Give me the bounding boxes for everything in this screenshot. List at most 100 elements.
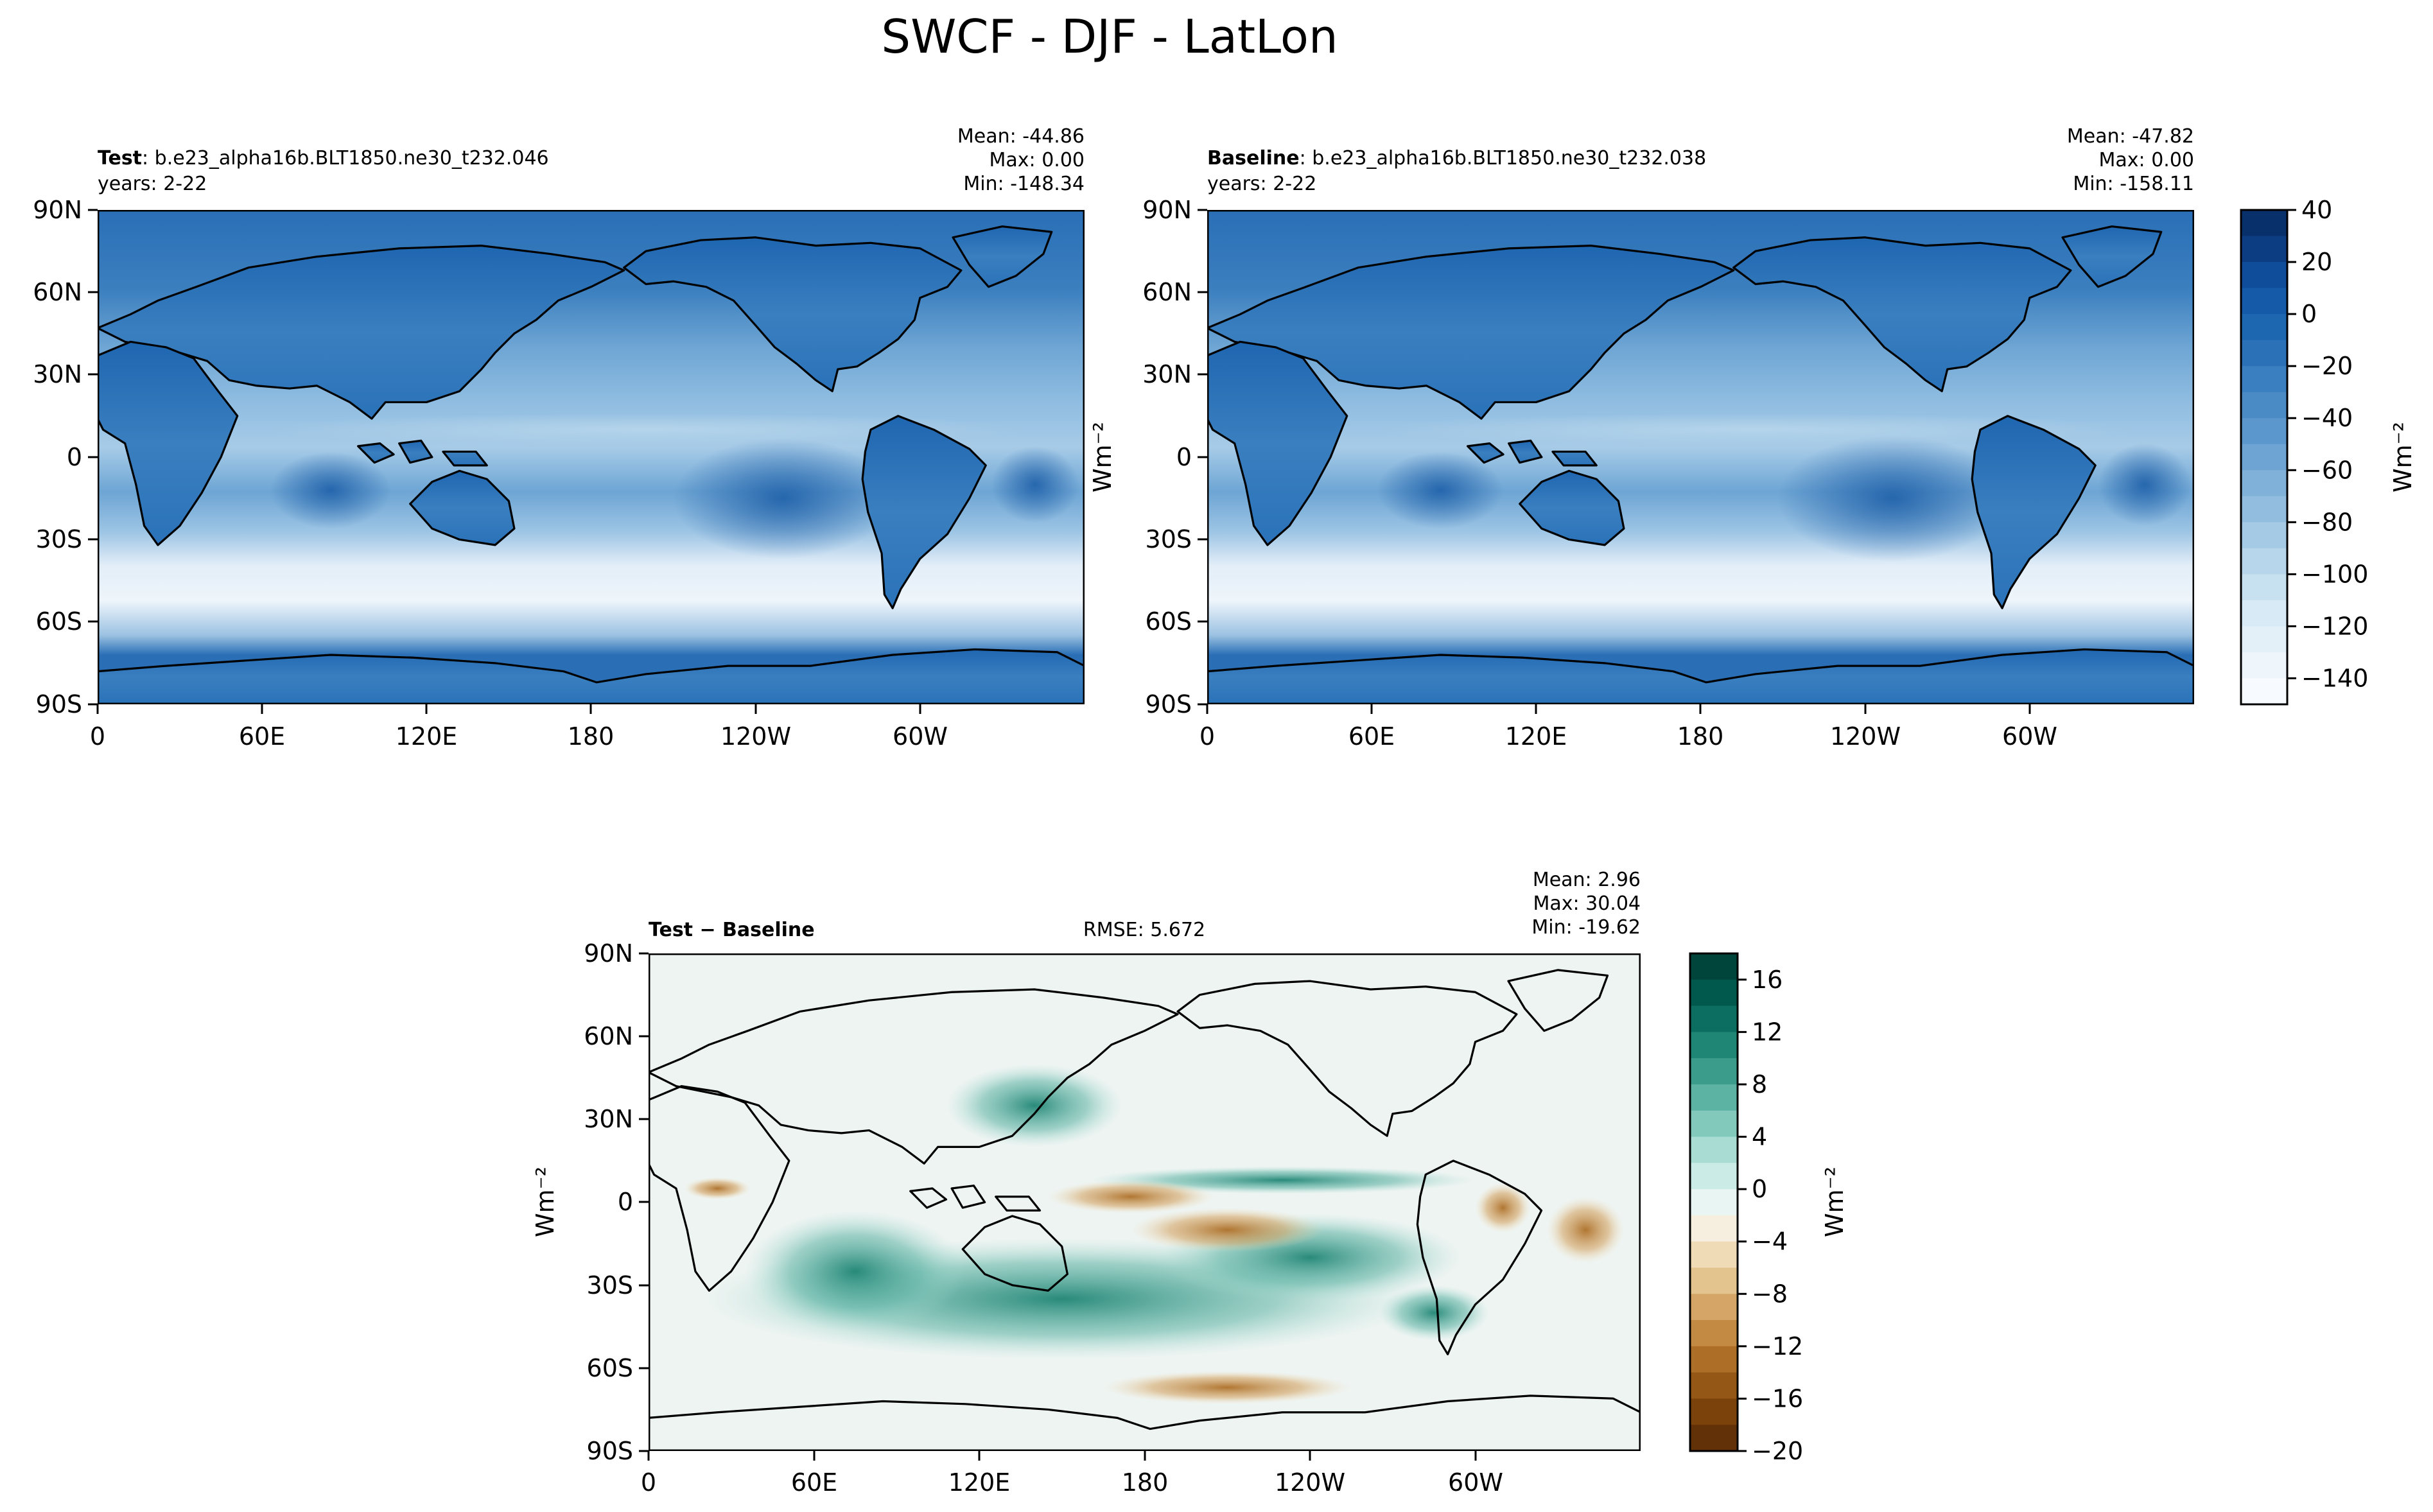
colorbar-band [1690, 953, 1738, 980]
x-tick-label: 60W [2002, 722, 2057, 751]
panel-diff-min: Min: -19.62 [1531, 916, 1641, 939]
panel-test-max: Max: 0.00 [990, 149, 1085, 171]
continents [1207, 225, 2194, 704]
main-colorbar-ticks: 40 20 0 −20 −40 −60 −80 −100 −120 −140 [2287, 196, 2368, 692]
colorbar-band [1690, 1425, 1738, 1452]
colorbar-band [2241, 626, 2287, 653]
colorbar-band [2241, 522, 2287, 549]
coastline-north-america [1732, 236, 2072, 392]
colorbar-band [1690, 1320, 1738, 1347]
y-tick-label: 30S [1146, 525, 1192, 553]
panel-baseline-mean: Mean: -47.82 [2067, 125, 2194, 148]
continents [98, 225, 1085, 704]
panel-diff-rmse: RMSE: 5.672 [1083, 919, 1205, 941]
colorbar-tick-label: 0 [2301, 300, 2317, 328]
coastline-maritime-continent [909, 1185, 1042, 1212]
colorbar-band [1690, 979, 1738, 1007]
y-tick-label: 30S [587, 1271, 633, 1299]
colorbar-band [2241, 678, 2287, 705]
colorbar-band [1690, 1294, 1738, 1321]
x-tick-label: 180 [1122, 1468, 1169, 1497]
colorbar-band [1690, 1267, 1738, 1294]
colorbar-band [2241, 418, 2287, 445]
colorbar-band [1690, 1005, 1738, 1032]
coastline-eurasia [1207, 245, 1735, 420]
x-tick-label: 0 [1199, 722, 1215, 751]
x-tick-label: 120W [1830, 722, 1901, 751]
colorbar-band [1690, 1215, 1738, 1242]
coastline-africa [649, 1085, 790, 1292]
colorbar-tick-label: 40 [2301, 196, 2332, 224]
negative-anomaly-south-pacific [1131, 1208, 1324, 1253]
panel-test-label-bold: Test [98, 147, 142, 169]
coastline-south-america [1971, 415, 2097, 609]
colorbar-tick-label: −40 [2301, 404, 2353, 432]
coastline-eurasia [649, 988, 1179, 1165]
panel-baseline-max: Max: 0.00 [2099, 149, 2194, 171]
colorbar-band [1690, 1241, 1738, 1268]
y-tick-label: 90N [584, 939, 633, 968]
colorbar-tick-label: −60 [2301, 456, 2353, 484]
colorbar-tick-label: 12 [1752, 1018, 1783, 1046]
coastline-eurasia [98, 245, 625, 420]
panel-test: Test: b.e23_alpha16b.BLT1850.ne30_t232.0… [33, 125, 1085, 751]
y-tick-label: 90S [1146, 690, 1192, 718]
panel-test-min: Min: -148.34 [963, 173, 1085, 195]
negative-anomaly-brazil [1475, 1183, 1531, 1233]
negative-anomaly-atlantic-south [1547, 1196, 1625, 1264]
colorbar-band [2241, 366, 2287, 393]
colorbar-band [2241, 444, 2287, 471]
x-tick-label: 180 [568, 722, 615, 751]
colorbar-tick-label: 16 [1752, 966, 1783, 994]
xticks-test [96, 704, 921, 714]
panel-diff-mean: Mean: 2.96 [1533, 869, 1641, 891]
panel-baseline-min: Min: -158.11 [2073, 173, 2194, 195]
x-tick-label: 0 [641, 1468, 656, 1497]
coastline-australia [1519, 469, 1625, 546]
x-tick-label: 60W [893, 722, 948, 751]
main-colorbar-label: Wm⁻² [2389, 422, 2417, 492]
x-tick-label: 180 [1677, 722, 1724, 751]
coastline-antarctica [649, 1395, 1641, 1451]
y-tick-label: 90N [1142, 196, 1192, 224]
coastline-north-america [1176, 980, 1518, 1137]
colorbar-tick-label: 0 [1752, 1175, 1767, 1203]
colorbar-band [1690, 1032, 1738, 1059]
coastline-greenland [952, 225, 1053, 288]
x-tick-label: 120E [1505, 722, 1567, 751]
colorbar-band [2241, 340, 2287, 367]
negative-anomaly-arabian-sea [684, 1177, 751, 1200]
colorbar-band [1690, 1372, 1738, 1399]
panel-test-years: years: 2-22 [98, 173, 207, 195]
pacific-low-cloud-region [673, 438, 893, 559]
colorbar-band [2241, 574, 2287, 601]
panel-test-label-rest: : b.e23_alpha16b.BLT1850.ne30_t232.046 [142, 147, 549, 169]
diff-colorbar: 16 12 8 4 0 −4 −8 −12 −16 −20 Wm⁻² [1689, 952, 1849, 1465]
panel-test-label: Test: b.e23_alpha16b.BLT1850.ne30_t232.0… [98, 147, 549, 169]
coastline-greenland [1507, 969, 1609, 1032]
main-colorbar: 40 20 0 −20 −40 −60 −80 −100 −120 −140 Wm⁻² [2240, 196, 2417, 706]
main-colorbar-bands [2241, 210, 2287, 705]
colorbar-tick-label: −140 [2301, 664, 2368, 692]
atlantic-low-cloud-region [991, 446, 1079, 523]
colorbar-band [2241, 262, 2287, 289]
main-colorbar-frame [2240, 209, 2289, 706]
x-tick-label: 60E [791, 1468, 837, 1497]
x-tick-label: 120W [1275, 1468, 1345, 1497]
y-tick-label: 60S [587, 1354, 633, 1382]
panel-baseline-label-rest: : b.e23_alpha16b.BLT1850.ne30_t232.038 [1300, 147, 1707, 169]
y-tick-label: 60N [33, 278, 82, 306]
panel-diff: Test − Baseline RMSE: 5.672 Mean: 2.96 M… [531, 869, 1641, 1497]
map-test [98, 210, 1085, 704]
coastline-greenland [2061, 225, 2163, 288]
colorbar-band [2241, 288, 2287, 315]
coastline-maritime-continent [1466, 439, 1598, 467]
negative-anomaly-southern-ocean [1103, 1371, 1352, 1404]
diff-colorbar-frame [1689, 952, 1739, 1452]
colorbar-tick-label: −80 [2301, 508, 2353, 536]
y-tick-label: 30N [33, 360, 82, 388]
colorbar-band [1690, 1110, 1738, 1138]
axes-baseline: 0 60E 120E 180 120W 60W 90N 60N 30N 0 30… [1142, 196, 2057, 751]
itcz-band [1372, 413, 2140, 446]
y-tick-label: 30S [36, 525, 82, 553]
